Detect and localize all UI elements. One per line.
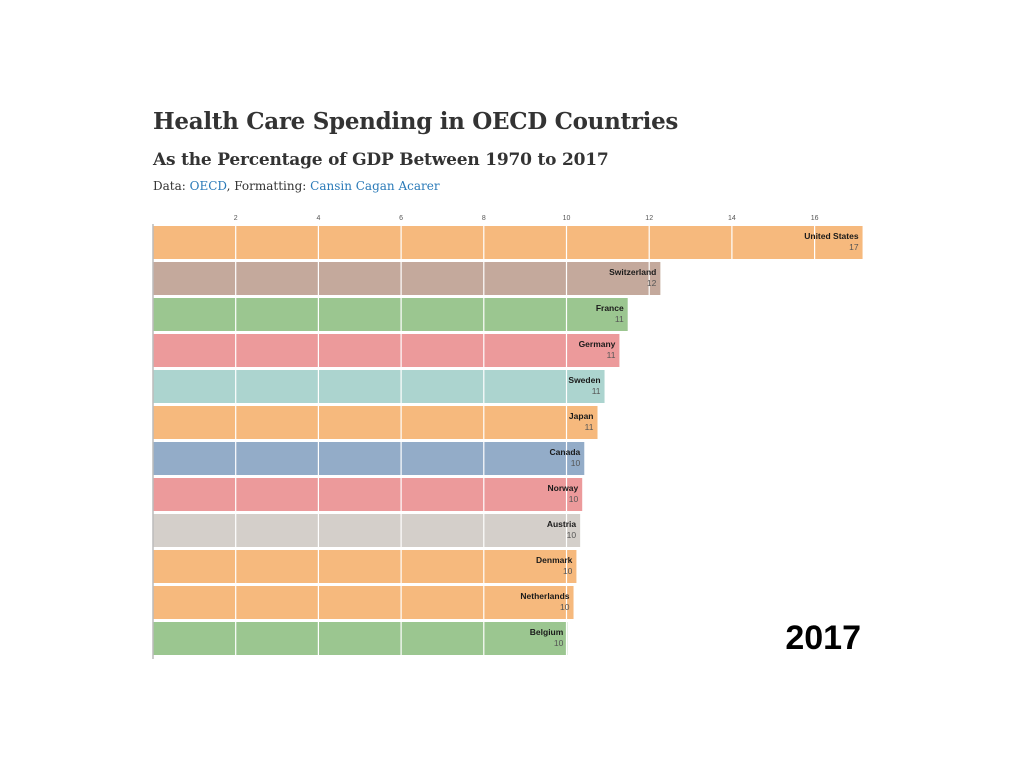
x-tick-label: 14 bbox=[728, 215, 736, 222]
bar-japan bbox=[153, 406, 598, 439]
bar-value-label: 11 bbox=[607, 350, 616, 360]
x-tick-label: 16 bbox=[811, 215, 819, 222]
bar-sweden bbox=[153, 370, 605, 403]
bar-name-label: France bbox=[596, 303, 624, 313]
chart-title: Health Care Spending in OECD Countries bbox=[153, 108, 679, 135]
bar-name-label: Switzerland bbox=[609, 267, 656, 277]
bar-switzerland bbox=[153, 262, 661, 295]
bar-value-label: 12 bbox=[647, 278, 657, 288]
bar-name-label: Sweden bbox=[568, 375, 600, 385]
bar-labels: United States17Switzerland12France11Germ… bbox=[520, 231, 858, 648]
bar-value-label: 10 bbox=[571, 458, 581, 468]
bars-layer bbox=[153, 226, 863, 655]
bar-austria bbox=[153, 514, 581, 547]
bar-united-states bbox=[153, 226, 863, 259]
x-tick-label: 4 bbox=[316, 215, 320, 222]
x-tick-label: 6 bbox=[399, 215, 403, 222]
bar-value-label: 10 bbox=[569, 494, 579, 504]
bar-denmark bbox=[153, 550, 577, 583]
x-axis-ticks: 2 4 6 8 10 12 14 16 bbox=[234, 215, 819, 222]
bar-name-label: Norway bbox=[547, 483, 578, 493]
bar-belgium bbox=[153, 622, 568, 655]
bar-name-label: Japan bbox=[569, 411, 594, 421]
bar-name-label: Austria bbox=[547, 519, 577, 529]
year-label: 2017 bbox=[785, 619, 861, 657]
author-link[interactable]: Cansin Cagan Acarer bbox=[310, 179, 440, 193]
bar-value-label: 10 bbox=[567, 530, 577, 540]
gridlines bbox=[235, 226, 816, 655]
x-tick-label: 8 bbox=[482, 215, 486, 222]
bar-value-label: 10 bbox=[554, 638, 564, 648]
bar-value-label: 11 bbox=[592, 386, 601, 396]
bar-value-label: 17 bbox=[849, 242, 859, 252]
formatting-prefix: , Formatting: bbox=[226, 179, 311, 193]
oecd-link[interactable]: OECD bbox=[189, 179, 227, 193]
bar-germany bbox=[153, 334, 620, 367]
bar-name-label: United States bbox=[804, 231, 859, 241]
source-prefix: Data: bbox=[153, 179, 190, 193]
bar-canada bbox=[153, 442, 585, 475]
bar-name-label: Belgium bbox=[530, 627, 564, 637]
bar-value-label: 10 bbox=[560, 602, 570, 612]
bar-value-label: 11 bbox=[615, 314, 624, 324]
bar-france bbox=[153, 298, 628, 331]
bar-value-label: 10 bbox=[563, 566, 573, 576]
bar-name-label: Canada bbox=[550, 447, 581, 457]
x-tick-label: 2 bbox=[234, 215, 238, 222]
bar-name-label: Netherlands bbox=[520, 591, 569, 601]
bar-name-label: Denmark bbox=[536, 555, 573, 565]
source-line: Data: OECD, Formatting: Cansin Cagan Aca… bbox=[153, 179, 440, 193]
bar-name-label: Germany bbox=[579, 339, 616, 349]
bar-netherlands bbox=[153, 586, 574, 619]
chart-subtitle: As the Percentage of GDP Between 1970 to… bbox=[153, 150, 609, 170]
bar-norway bbox=[153, 478, 583, 511]
x-tick-label: 10 bbox=[563, 215, 571, 222]
bar-value-label: 11 bbox=[585, 422, 594, 432]
x-tick-label: 12 bbox=[645, 215, 653, 222]
